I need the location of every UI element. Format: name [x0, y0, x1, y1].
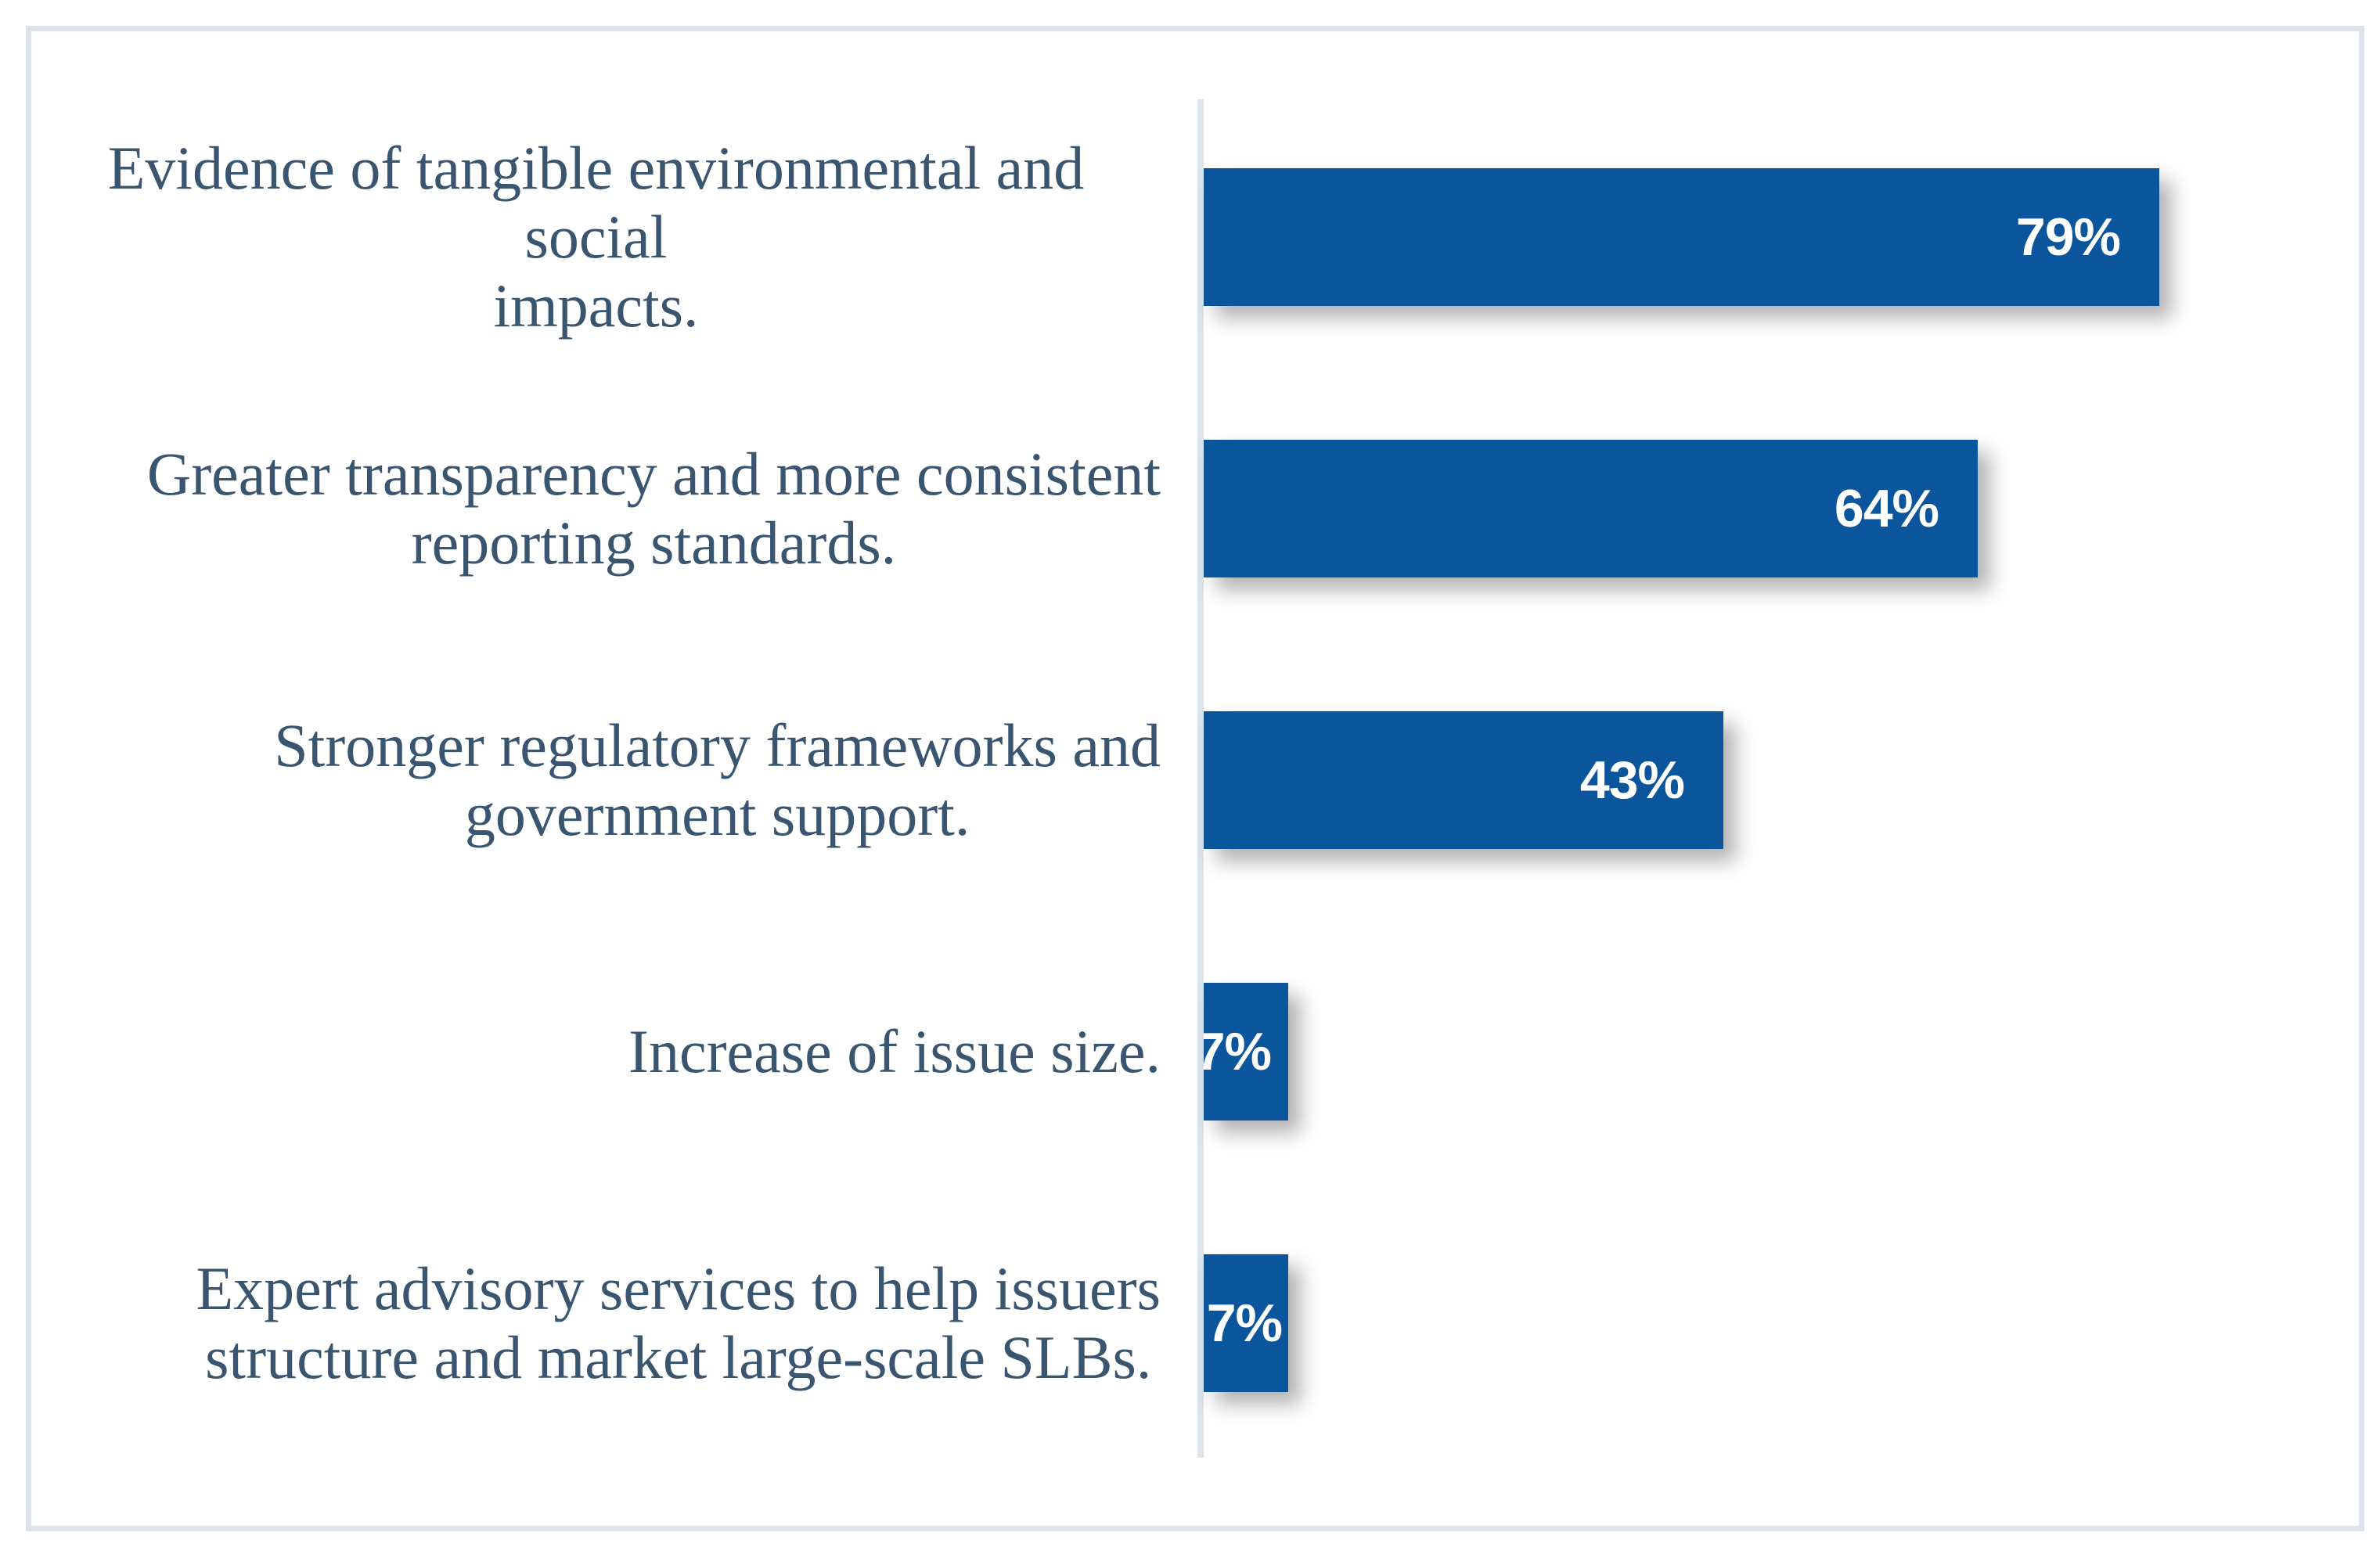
bar-5: 7%	[1204, 1254, 1288, 1392]
category-label-1: Evidence of tangible environmental and s…	[107, 133, 1085, 340]
plot-area: Evidence of tangible environmental and s…	[31, 31, 2359, 1526]
category-label-3: Stronger regulatory frameworks and gover…	[274, 710, 1161, 848]
data-label-3: 43%	[1579, 750, 1685, 810]
bar-row-4: Increase of issue size. 7%	[31, 915, 2359, 1187]
category-cell-3: Stronger regulatory frameworks and gover…	[31, 644, 1161, 915]
category-cell-4: Increase of issue size.	[31, 915, 1161, 1187]
data-label-4: 7%	[1204, 1021, 1272, 1081]
bar-3: 43%	[1204, 710, 1723, 849]
category-cell-5: Expert advisory services to help issuers…	[31, 1187, 1161, 1459]
chart-frame: Evidence of tangible environmental and s…	[26, 26, 2364, 1531]
category-label-2: Greater transparency and more consistent…	[146, 439, 1161, 577]
category-label-4: Increase of issue size.	[628, 1016, 1161, 1085]
bar-rows: Evidence of tangible environmental and s…	[31, 101, 2359, 1459]
category-cell-2: Greater transparency and more consistent…	[31, 372, 1161, 644]
category-axis-line	[1197, 99, 1204, 1458]
bar-4: 7%	[1204, 982, 1288, 1121]
bar-row-5: Expert advisory services to help issuers…	[31, 1187, 2359, 1459]
bar-2: 64%	[1204, 439, 1978, 577]
bar-row-2: Greater transparency and more consistent…	[31, 372, 2359, 644]
category-cell-1: Evidence of tangible environmental and s…	[31, 101, 1161, 372]
category-label-5: Expert advisory services to help issuers…	[196, 1254, 1161, 1391]
bar-row-3: Stronger regulatory frameworks and gover…	[31, 644, 2359, 915]
data-label-1: 79%	[2015, 207, 2121, 267]
data-label-2: 64%	[1834, 478, 1939, 538]
data-label-5: 7%	[1206, 1293, 1283, 1353]
bar-1: 79%	[1204, 167, 2159, 306]
bar-row-1: Evidence of tangible environmental and s…	[31, 101, 2359, 372]
